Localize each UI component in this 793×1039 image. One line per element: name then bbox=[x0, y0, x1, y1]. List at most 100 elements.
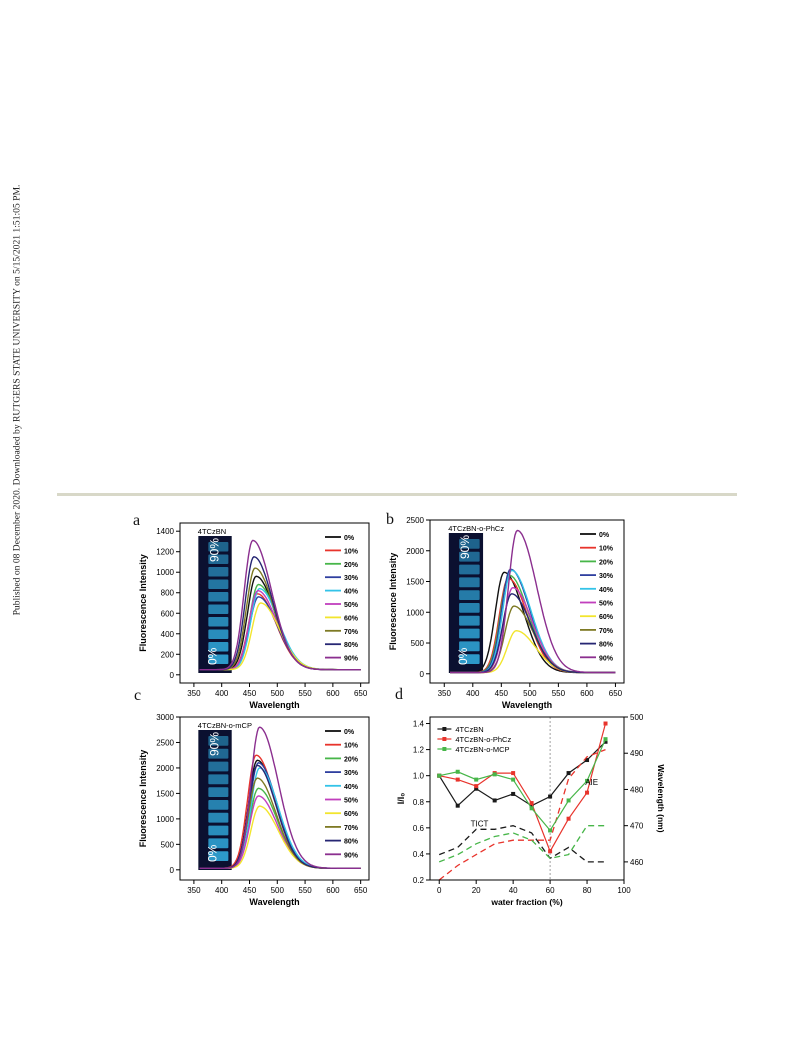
x-tick-label: 0 bbox=[437, 886, 442, 895]
vial bbox=[208, 654, 229, 664]
x-axis-label: water fraction (%) bbox=[490, 897, 562, 907]
x-tick-label: 450 bbox=[243, 689, 257, 698]
legend-label: 80% bbox=[344, 839, 359, 846]
vial bbox=[459, 654, 480, 664]
panel-label-d: d bbox=[395, 686, 403, 703]
y-tick-label: 1500 bbox=[156, 789, 174, 798]
annotation-aie: AIE bbox=[585, 778, 598, 787]
vial bbox=[459, 628, 480, 639]
legend-label: 50% bbox=[344, 798, 359, 805]
y-tick-label: 200 bbox=[161, 650, 175, 659]
x-tick-label: 550 bbox=[298, 689, 312, 698]
y2-tick-label: 490 bbox=[630, 749, 644, 758]
intensity-point bbox=[566, 798, 571, 803]
axes-frame bbox=[429, 716, 625, 881]
vial bbox=[208, 592, 229, 602]
vial bbox=[208, 787, 229, 797]
vial bbox=[208, 825, 229, 836]
annotation-tict: TICT bbox=[471, 820, 489, 829]
x-tick-label: 450 bbox=[243, 886, 257, 895]
x-tick-label: 40 bbox=[509, 886, 518, 895]
legend-label: 80% bbox=[599, 642, 614, 649]
y-tick-label: 0 bbox=[170, 671, 175, 680]
vial bbox=[459, 615, 480, 626]
x-tick-label: 350 bbox=[438, 689, 452, 698]
wavelength-line bbox=[438, 825, 606, 863]
legend-label: 70% bbox=[599, 628, 614, 635]
intensity-point bbox=[474, 786, 479, 791]
vial bbox=[459, 564, 480, 575]
y-tick-label: 0.4 bbox=[413, 850, 425, 859]
intensity-point bbox=[511, 777, 516, 782]
x-tick-label: 550 bbox=[552, 689, 566, 698]
intensity-point bbox=[585, 758, 590, 763]
legend-marker bbox=[442, 737, 447, 741]
y-tick-label: 2500 bbox=[406, 516, 424, 525]
intensity-point bbox=[529, 803, 534, 808]
intensity-point bbox=[529, 806, 534, 811]
vial-label-bottom: 0% bbox=[205, 844, 219, 862]
intensity-point bbox=[603, 721, 608, 726]
x-tick-label: 100 bbox=[617, 886, 631, 895]
y-tick-label: 0.8 bbox=[413, 798, 425, 807]
y-tick-label: 1000 bbox=[156, 815, 174, 824]
x-tick-label: 600 bbox=[326, 689, 340, 698]
legend-label: 40% bbox=[599, 587, 614, 594]
intensity-point bbox=[511, 771, 516, 776]
x-tick-label: 350 bbox=[187, 689, 201, 698]
legend-label: 20% bbox=[344, 562, 359, 569]
vial bbox=[208, 838, 229, 849]
intensity-point bbox=[566, 816, 571, 821]
x-tick-label: 400 bbox=[215, 886, 229, 895]
series-line-90pct bbox=[450, 529, 616, 674]
vial bbox=[459, 590, 480, 600]
vial bbox=[208, 554, 229, 564]
legend-label: 60% bbox=[344, 615, 359, 622]
intensity-point bbox=[585, 790, 590, 795]
vial bbox=[208, 851, 229, 861]
y-tick-label: 1000 bbox=[406, 608, 424, 617]
x-tick-label: 650 bbox=[354, 886, 368, 895]
x-tick-label: 500 bbox=[271, 886, 285, 895]
intensity-point bbox=[455, 777, 460, 782]
intensity-point bbox=[548, 828, 553, 833]
legend-label: 60% bbox=[344, 811, 359, 818]
y-tick-label: 500 bbox=[411, 639, 425, 648]
vial-label-top: 90% bbox=[207, 732, 221, 756]
x-tick-label: 650 bbox=[609, 689, 623, 698]
vial bbox=[459, 603, 480, 613]
intensity-point bbox=[548, 794, 553, 799]
legend-label: 4TCzBN bbox=[455, 725, 483, 734]
chart-title: 4TCzBN-o-mCP bbox=[198, 721, 252, 730]
vial bbox=[208, 748, 229, 759]
vial bbox=[208, 800, 229, 810]
legend-label: 30% bbox=[599, 573, 614, 580]
y-tick-label: 1.2 bbox=[413, 746, 425, 755]
chart-a: 90% 0% 350 400 450 500 550 600 650 0 200 400 600 800 1… bbox=[138, 522, 370, 710]
y-tick-label: 3000 bbox=[156, 713, 174, 722]
y-tick-label: 2000 bbox=[156, 764, 174, 773]
intensity-point bbox=[492, 798, 497, 803]
vial-label-bottom: 0% bbox=[456, 647, 470, 665]
intensity-point bbox=[511, 791, 516, 796]
y-tick-label: 600 bbox=[161, 609, 175, 618]
vial bbox=[208, 617, 229, 627]
intensity-point bbox=[437, 773, 442, 778]
y-axis-label: Fluorescence Intensity bbox=[388, 553, 398, 651]
intensity-line bbox=[439, 723, 607, 853]
y2-tick-label: 480 bbox=[630, 785, 644, 794]
vial-label-top: 90% bbox=[458, 535, 472, 559]
vial bbox=[459, 641, 480, 652]
wavelength-line bbox=[438, 748, 606, 881]
vial bbox=[208, 629, 229, 639]
x-axis-label: Wavelength bbox=[249, 897, 299, 907]
vial bbox=[208, 642, 229, 652]
legend-label: 50% bbox=[599, 601, 614, 608]
legend-label: 50% bbox=[344, 602, 359, 609]
chart-title: 4TCzBN-o-PhCz bbox=[448, 524, 504, 533]
legend-label: 90% bbox=[599, 655, 614, 662]
x-tick-label: 500 bbox=[271, 689, 285, 698]
intensity-line bbox=[438, 741, 606, 807]
y-axis-label: I/I₀ bbox=[396, 793, 406, 805]
y-tick-label: 0.2 bbox=[413, 876, 425, 885]
